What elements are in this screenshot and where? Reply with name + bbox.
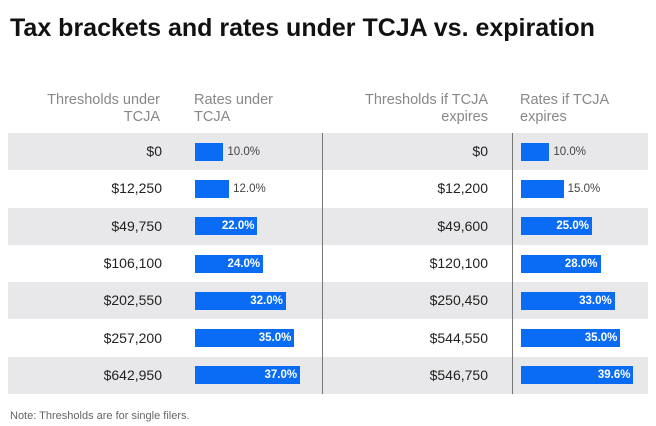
expires-threshold-cell: $49,600 bbox=[437, 217, 488, 234]
header-thresholds-tcja-line1: Thresholds under bbox=[47, 92, 160, 108]
tcja-threshold-cell: $202,550 bbox=[103, 292, 162, 309]
tcja-threshold-cell: $257,200 bbox=[103, 329, 162, 346]
tcja-rate-label: 12.0% bbox=[233, 182, 266, 195]
tcja-rate-bar bbox=[195, 179, 230, 198]
chart-title: Tax brackets and rates under TCJA vs. ex… bbox=[10, 14, 595, 42]
tcja-rate-bar bbox=[195, 366, 301, 385]
header-rates-tcja: Rates under TCJA bbox=[194, 92, 314, 126]
header-rates-tcja-line2: TCJA bbox=[194, 109, 231, 125]
tcja-rate-label: 24.0% bbox=[227, 257, 261, 270]
table-row: $12,250 12.0% $12,200 15.0% bbox=[8, 170, 648, 207]
expires-threshold-cell: $250,450 bbox=[429, 292, 488, 309]
expires-rate-label: 10.0% bbox=[553, 145, 586, 158]
expires-threshold-cell: $12,200 bbox=[437, 180, 488, 197]
tcja-threshold-cell: $0 bbox=[146, 143, 162, 159]
expires-rate-bar bbox=[521, 329, 621, 348]
tcja-threshold-cell: $12,250 bbox=[111, 180, 162, 197]
expires-threshold-cell: $0 bbox=[472, 143, 488, 159]
expires-rate-bar bbox=[521, 254, 601, 273]
tcja-threshold-cell: $49,750 bbox=[111, 217, 162, 234]
expires-rate-bar bbox=[521, 142, 550, 161]
tcja-rate-label: 35.0% bbox=[258, 332, 292, 345]
header-thresholds-expires: Thresholds if TCJA expires bbox=[330, 92, 488, 126]
expires-rate-label: 35.0% bbox=[584, 332, 618, 345]
tcja-threshold-cell: $106,100 bbox=[103, 254, 162, 271]
tcja-rate-bar bbox=[195, 291, 286, 310]
tcja-rate-bar bbox=[195, 142, 224, 161]
table-row: $49,750 22.0% $49,600 25.0% bbox=[8, 207, 648, 245]
footnote: Note: Thresholds are for single filers. bbox=[10, 410, 190, 422]
header-thresholds-tcja: Thresholds under TCJA bbox=[20, 92, 160, 126]
table-row: $106,100 24.0% $120,100 28.0% bbox=[8, 245, 648, 282]
tcja-rate-label: 10.0% bbox=[227, 145, 260, 158]
header-thresholds-expires-line1: Thresholds if TCJA bbox=[364, 92, 488, 108]
table-row: $257,200 35.0% $544,550 35.0% bbox=[8, 320, 648, 357]
expires-threshold-cell: $546,750 bbox=[429, 366, 488, 383]
expires-divider-line bbox=[512, 133, 513, 394]
table-row: $0 10.0% $0 10.0% bbox=[8, 133, 648, 171]
expires-threshold-cell: $120,100 bbox=[429, 254, 488, 271]
expires-rate-bar bbox=[521, 366, 634, 385]
header-rates-expires: Rates if TCJA expires bbox=[520, 92, 640, 126]
expires-threshold-cell: $544,550 bbox=[429, 329, 488, 346]
expires-rate-bar bbox=[521, 217, 592, 236]
expires-rate-label: 28.0% bbox=[564, 257, 598, 270]
header-thresholds-tcja-line2: TCJA bbox=[123, 109, 160, 125]
tcja-rate-label: 37.0% bbox=[264, 369, 298, 382]
tcja-rate-label: 22.0% bbox=[221, 220, 255, 233]
expires-rate-label: 33.0% bbox=[579, 294, 612, 307]
tcja-rate-bar bbox=[195, 329, 295, 348]
expires-rate-label: 25.0% bbox=[556, 220, 589, 233]
tcja-rate-bar bbox=[195, 217, 258, 236]
rates-table: $0 10.0% $0 10.0% $12,250 12.0% $12,200 15.0% $4… bbox=[8, 133, 648, 395]
tcja-rate-label: 32.0% bbox=[250, 294, 283, 307]
expires-rate-label: 15.0% bbox=[567, 182, 601, 195]
tcja-divider-line bbox=[322, 133, 323, 394]
header-rates-expires-line1: Rates if TCJA bbox=[520, 92, 610, 108]
expires-rate-bar bbox=[521, 291, 615, 310]
tcja-rate-bar bbox=[195, 254, 264, 273]
header-thresholds-expires-line2: expires bbox=[441, 109, 488, 125]
header-rates-expires-line2: expires bbox=[520, 109, 567, 125]
table-row: $202,550 32.0% $250,450 33.0% bbox=[8, 282, 648, 320]
expires-rate-label: 39.6% bbox=[597, 369, 631, 382]
header-rates-tcja-line1: Rates under bbox=[194, 92, 273, 108]
table-row: $642,950 37.0% $546,750 39.6% bbox=[8, 356, 648, 395]
expires-rate-bar bbox=[521, 179, 564, 198]
tcja-threshold-cell: $642,950 bbox=[103, 366, 162, 383]
